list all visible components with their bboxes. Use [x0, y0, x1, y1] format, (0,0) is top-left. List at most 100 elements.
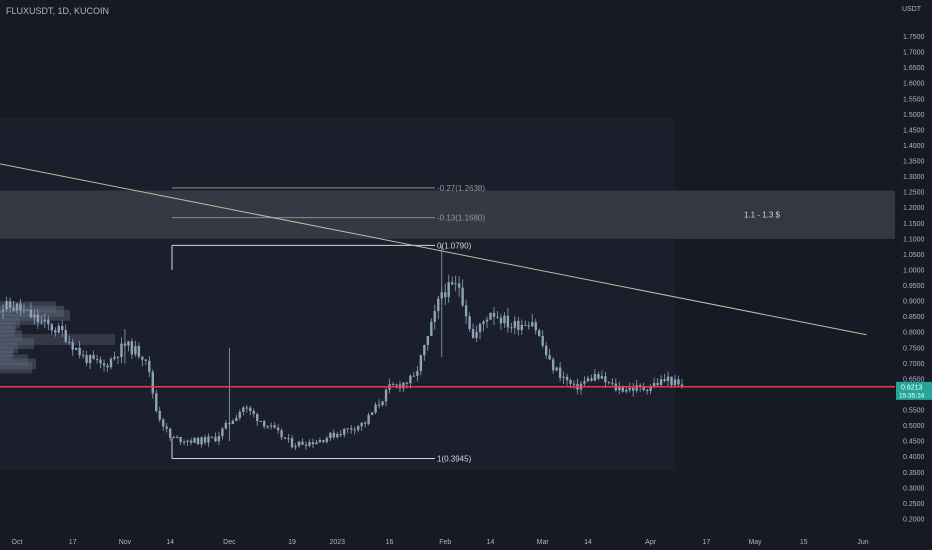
candle-body: [590, 378, 593, 381]
y-tick-label: 0.2500: [903, 501, 925, 508]
y-tick-label: 1.2000: [903, 205, 925, 212]
candle-body: [8, 301, 12, 308]
volume-profile-bar: [0, 330, 22, 342]
candle-body: [597, 374, 600, 379]
candle-body: [457, 283, 461, 288]
x-tick-label: May: [748, 539, 762, 546]
candle-body: [95, 358, 99, 360]
candle-body: [256, 413, 259, 422]
x-tick-label: 17: [702, 539, 710, 546]
y-tick-label: 1.5000: [903, 112, 925, 119]
volume-profile-bar: [0, 362, 32, 374]
y-tick-label: 0.2000: [903, 517, 925, 524]
candle-body: [19, 303, 22, 311]
candle-body: [604, 376, 607, 383]
candle-body: [482, 321, 485, 324]
candle-body: [524, 324, 527, 326]
candle-body: [26, 309, 29, 311]
candle-body: [162, 419, 165, 427]
y-tick-label: 1.1000: [903, 236, 925, 243]
candle-body: [217, 436, 221, 442]
candle-body: [12, 307, 15, 311]
y-tick-label: 0.7000: [903, 361, 925, 368]
candle-body: [294, 446, 297, 448]
volume-profile-bar: [0, 354, 28, 366]
candle-body: [363, 422, 367, 424]
candle-body: [269, 425, 273, 427]
candle-body: [172, 437, 175, 439]
candle-body: [464, 305, 468, 317]
candle-body: [329, 432, 332, 439]
candle-body: [659, 379, 663, 386]
candle-body: [151, 371, 154, 394]
candle-body: [315, 442, 318, 445]
candle-body: [450, 282, 454, 285]
candle-body: [538, 330, 541, 336]
candle-body: [231, 420, 235, 424]
candle-body: [308, 442, 311, 446]
price-badge: [896, 381, 932, 400]
y-tick-label: 0.8000: [903, 330, 925, 337]
x-tick-label: Nov: [119, 539, 132, 546]
candle-body: [175, 437, 179, 439]
volume-profile-bar: [0, 334, 115, 346]
candle-body: [600, 376, 604, 379]
candle-body: [85, 355, 88, 364]
candle-body: [377, 404, 381, 406]
candle-body: [203, 437, 207, 443]
candle-body: [433, 311, 436, 322]
candle-body: [15, 303, 19, 311]
candle-body: [290, 438, 294, 448]
volume-profile-bar: [0, 317, 20, 329]
candle-body: [0, 311, 1, 313]
candle-body: [301, 441, 304, 445]
candle-body: [332, 432, 336, 438]
candle-body: [210, 436, 214, 438]
y-tick-label: 1.3000: [903, 174, 925, 181]
candle-body: [461, 287, 464, 306]
candle-body: [127, 341, 130, 346]
candle-body: [235, 417, 238, 421]
x-tick-label: Feb: [439, 539, 451, 546]
volume-profile-bar: [0, 358, 36, 370]
candle-body: [186, 440, 189, 442]
candle-body: [259, 421, 262, 423]
candle-body: [416, 371, 419, 376]
candle-body: [405, 382, 409, 384]
candle-body: [92, 354, 95, 359]
candle-body: [489, 312, 492, 320]
candle-body: [569, 380, 572, 384]
candle-body: [618, 387, 621, 391]
candle-body: [555, 367, 558, 371]
candle-body: [33, 314, 36, 318]
candle-body: [238, 411, 242, 418]
candle-body: [322, 440, 325, 442]
candle-body: [273, 425, 276, 428]
candle-body: [346, 428, 349, 430]
candle-body: [116, 356, 120, 358]
fib-level-label: 0(1.0790): [437, 241, 472, 250]
candle-body: [134, 346, 137, 355]
candle-body: [496, 316, 499, 318]
candle-body: [506, 315, 510, 328]
candle-body: [430, 321, 433, 337]
candle-body: [179, 437, 182, 442]
y-tick-label: 0.9500: [903, 283, 925, 290]
candle-body: [214, 436, 217, 442]
candle-body: [475, 331, 478, 339]
x-tick-label: 16: [386, 539, 394, 546]
candle-body: [444, 292, 447, 298]
y-tick-label: 1.2500: [903, 190, 925, 197]
candle-body: [649, 386, 652, 392]
volume-profile-bar: [0, 321, 16, 333]
y-tick-label: 1.3500: [903, 159, 925, 166]
x-tick-label: 14: [584, 539, 592, 546]
candle-body: [99, 359, 102, 364]
candle-body: [165, 426, 168, 429]
candle-body: [325, 438, 329, 442]
x-tick-label: Apr: [645, 539, 657, 546]
candle-body: [666, 376, 670, 382]
resistance-zone-label: 1.1 - 1.3 $: [744, 211, 781, 220]
